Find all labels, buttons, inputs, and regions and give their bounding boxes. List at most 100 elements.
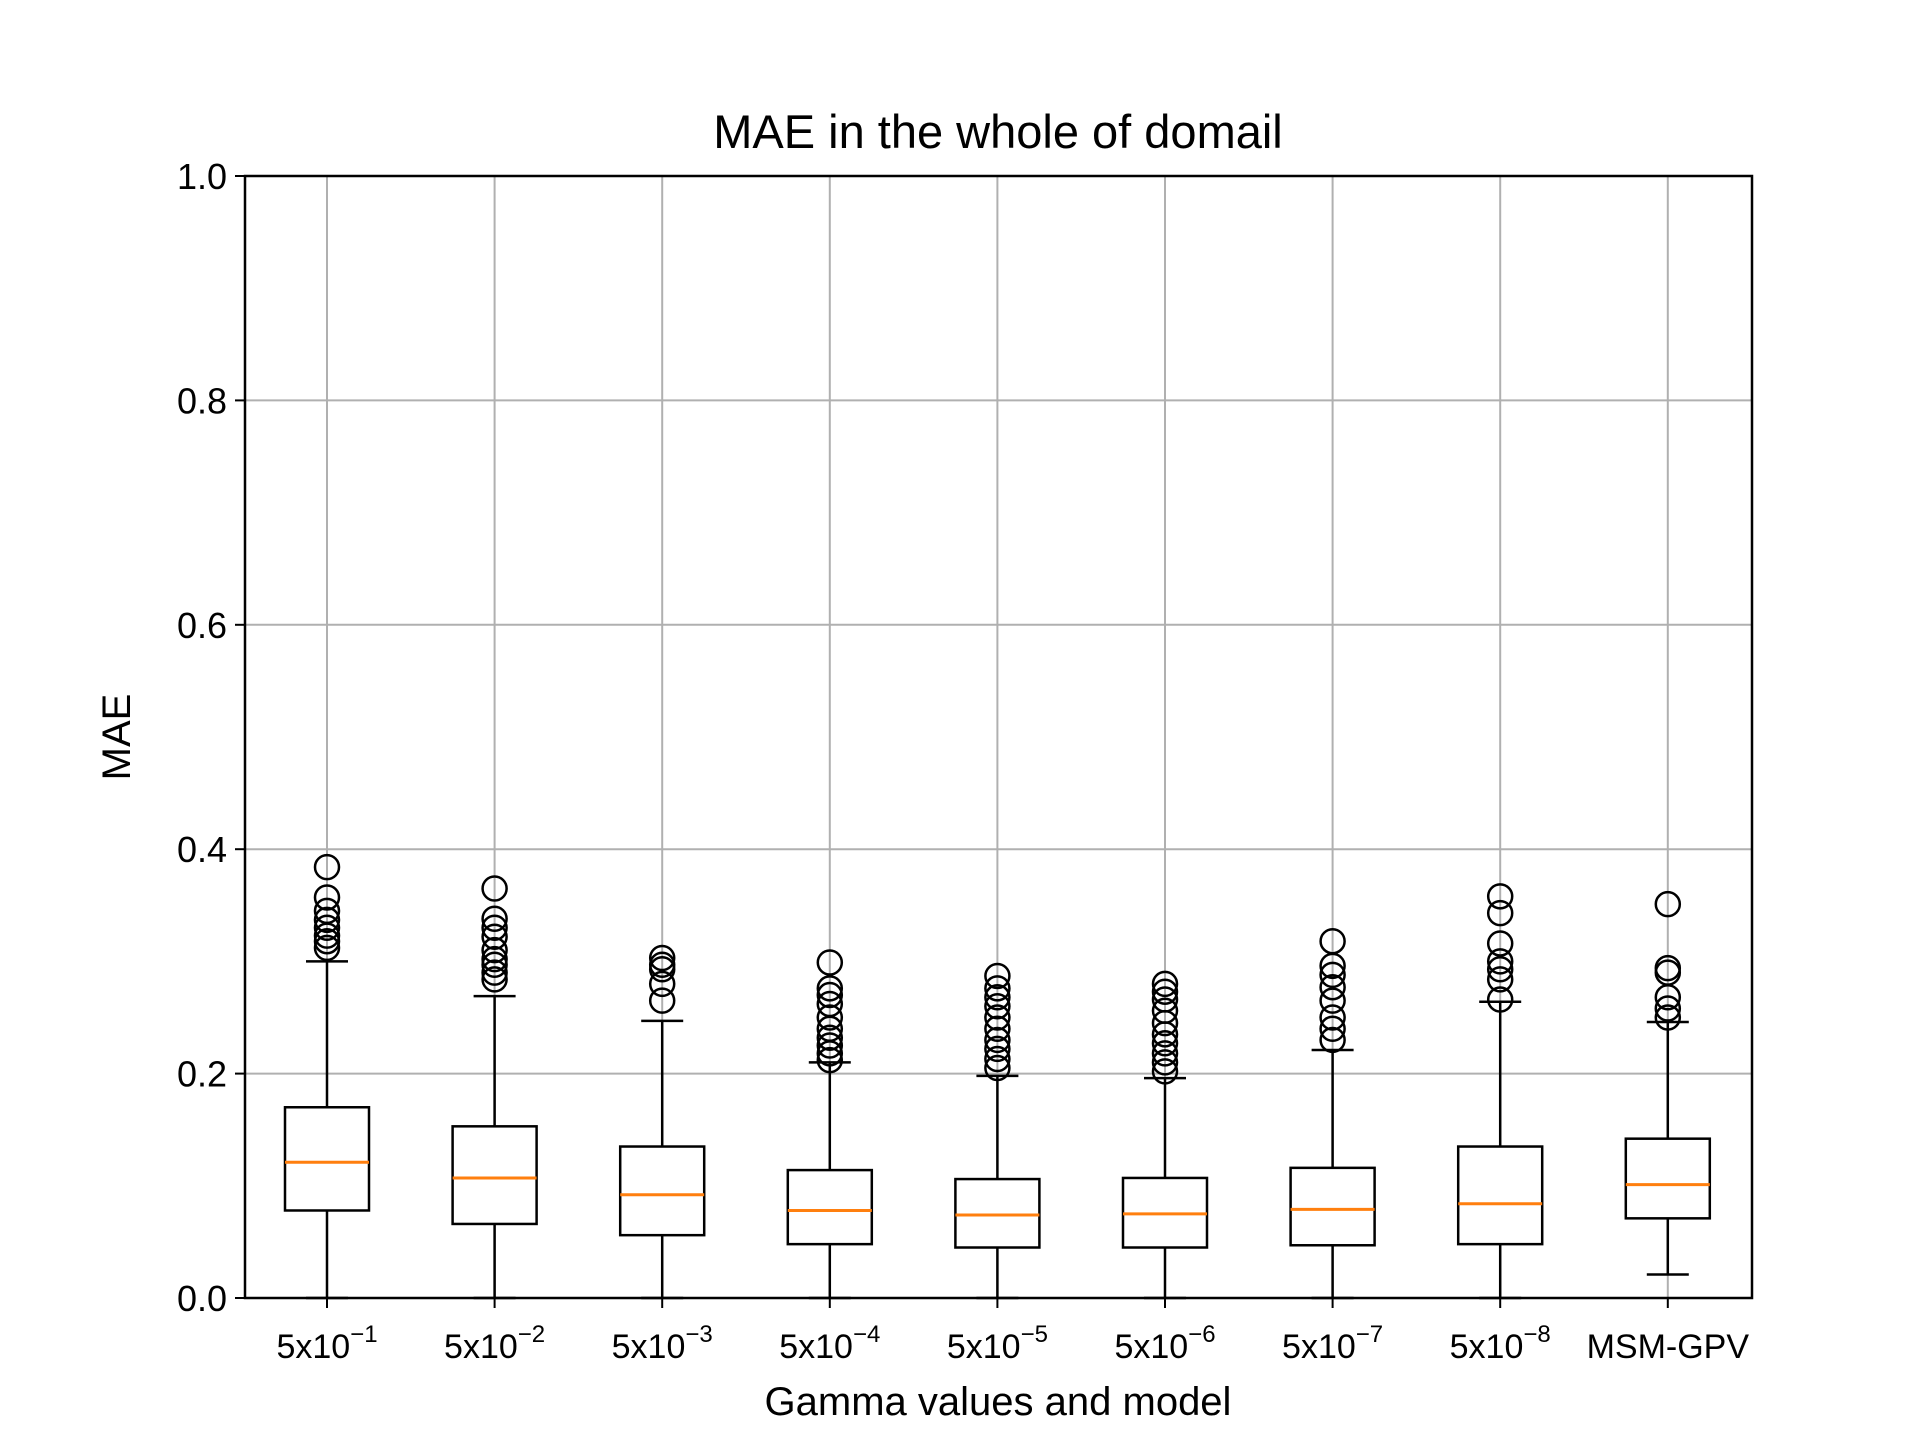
boxes-layer [283, 853, 1712, 1300]
outlier-point [1319, 961, 1346, 989]
outlier-point [1151, 1040, 1179, 1067]
y-axis-label: MAE [95, 694, 139, 781]
outlier-point [481, 914, 508, 941]
outlier-point [984, 1026, 1011, 1054]
box-group [451, 875, 538, 1300]
x-tick-label: 5x10−3 [612, 1321, 713, 1366]
outlier-point [313, 914, 341, 941]
box-group [1456, 883, 1544, 1300]
outlier-point [984, 1054, 1011, 1082]
outlier-point [313, 853, 341, 881]
outlier-point [481, 959, 508, 986]
outlier-point [1654, 995, 1682, 1022]
x-tick-label: MSM-GPV [1587, 1328, 1750, 1366]
outlier-point [1486, 966, 1514, 993]
outlier-point [313, 884, 341, 911]
outlier-point [481, 905, 508, 933]
outlier-point [1486, 930, 1514, 957]
x-tick-label: 5x10−5 [947, 1321, 1048, 1366]
outlier-point [1486, 883, 1514, 910]
outlier-point [1319, 927, 1346, 955]
outlier-point [1654, 954, 1682, 982]
iqr-box [1456, 1145, 1544, 1246]
x-tick-label: 5x10−7 [1282, 1321, 1383, 1366]
outlier-point [984, 962, 1011, 990]
box-group [283, 853, 371, 1300]
outlier-point [984, 993, 1011, 1020]
box-group [1624, 890, 1712, 1276]
x-tick-label: 5x10−2 [444, 1321, 545, 1366]
y-tick-label: 0.6 [177, 605, 227, 646]
outlier-point [313, 934, 341, 962]
outlier-point [1151, 1058, 1179, 1085]
y-tick-label: 0.2 [177, 1054, 227, 1095]
outlier-point [313, 897, 341, 925]
outlier-point [1151, 1030, 1179, 1057]
plot-frame [243, 174, 1754, 1300]
outlier-point [984, 1045, 1011, 1073]
box-group [786, 949, 874, 1300]
iqr-box [954, 1177, 1041, 1249]
outlier-point [816, 1046, 844, 1074]
x-tick-label: 5x10−8 [1450, 1321, 1551, 1366]
outlier-point [816, 975, 844, 1002]
outlier-point [481, 875, 508, 902]
outlier-point [984, 984, 1011, 1011]
outlier-point [481, 945, 508, 973]
outlier-point [1151, 986, 1179, 1013]
iqr-box [1624, 1137, 1712, 1220]
outlier-point [648, 944, 676, 972]
outlier-point [481, 923, 508, 950]
outlier-point [313, 906, 341, 934]
iqr-box [618, 1145, 706, 1237]
y-axis: 0.0 0.2 0.4 0.6 0.8 1.0 [177, 156, 245, 1319]
y-tick-label: 0.8 [177, 380, 227, 421]
outlier-point [1319, 1026, 1346, 1054]
iqr-box [283, 1106, 371, 1212]
chart-title: MAE in the whole of domail [713, 105, 1283, 158]
outlier-point [481, 966, 508, 993]
outlier-point [1486, 986, 1514, 1013]
outlier-point [984, 1035, 1011, 1063]
outlier-point [1151, 978, 1179, 1005]
outlier-point [648, 951, 676, 979]
iqr-box [1289, 1166, 1376, 1247]
outlier-point [1151, 970, 1179, 998]
outlier-point [816, 1032, 844, 1059]
outlier-point [816, 981, 844, 1009]
y-tick-label: 0.0 [177, 1278, 227, 1319]
outlier-point [1486, 948, 1514, 975]
outlier-point [816, 1004, 844, 1031]
box-group [618, 944, 706, 1300]
outlier-point [1319, 1004, 1346, 1031]
outlier-point [648, 987, 676, 1014]
y-tick-label: 1.0 [177, 156, 227, 197]
outlier-point [1319, 1015, 1346, 1042]
outlier-point [984, 1004, 1011, 1031]
x-axis: 5x10−1 5x10−2 5x10−3 5x10−4 5x10−5 5x10−6 5x10… [276, 1298, 1749, 1366]
outlier-point [1654, 1004, 1682, 1031]
outlier-point [1151, 1049, 1179, 1076]
outlier-point [1151, 997, 1179, 1025]
outlier-point [1486, 956, 1514, 983]
outlier-point [1486, 899, 1514, 927]
outlier-point [1319, 973, 1346, 1001]
outlier-point [481, 936, 508, 964]
x-tick-label: 5x10−1 [276, 1321, 377, 1366]
iqr-box [786, 1168, 874, 1246]
x-tick-label: 5x10−6 [1114, 1321, 1215, 1366]
box-group [954, 962, 1041, 1300]
x-tick-label: 5x10−4 [779, 1321, 880, 1366]
outlier-point [816, 990, 844, 1018]
outlier-point [984, 1015, 1011, 1042]
outlier-point [1319, 987, 1346, 1014]
x-axis-label: Gamma values and model [765, 1380, 1232, 1424]
iqr-box [451, 1125, 538, 1226]
outlier-point [984, 975, 1011, 1002]
outlier-point [816, 949, 844, 976]
outlier-point [816, 1024, 844, 1051]
outlier-point [1654, 890, 1682, 918]
outlier-point [648, 970, 676, 998]
